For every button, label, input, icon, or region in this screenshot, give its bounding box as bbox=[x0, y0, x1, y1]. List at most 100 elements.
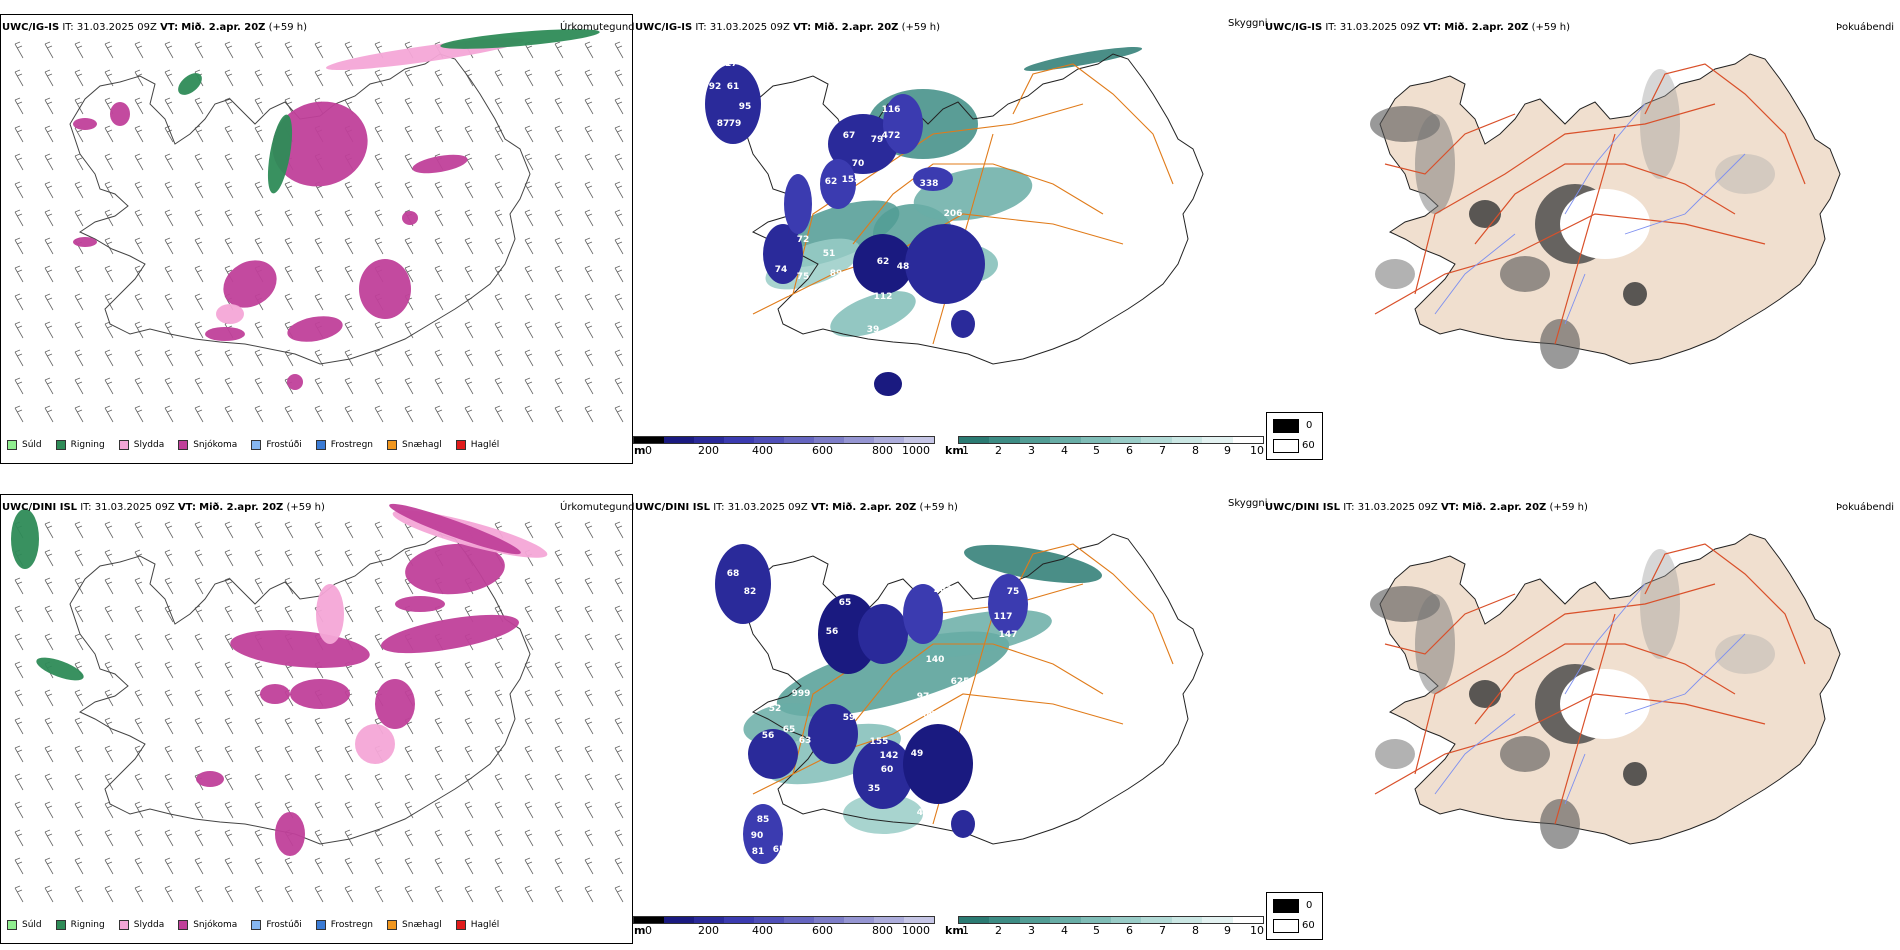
vis-tick: 4 bbox=[1061, 924, 1068, 937]
scale-segment bbox=[1141, 917, 1172, 923]
wind-barb bbox=[194, 829, 204, 847]
visibility-area bbox=[964, 544, 1102, 584]
fog-area bbox=[1640, 69, 1680, 179]
scale-segment bbox=[634, 437, 664, 443]
wind-barb bbox=[14, 857, 24, 875]
wind-barb bbox=[584, 549, 594, 567]
wind-barb bbox=[614, 377, 624, 395]
wind-barb bbox=[314, 745, 324, 763]
ceiling-label: 51 bbox=[823, 249, 836, 259]
wind-barb bbox=[344, 69, 354, 87]
wind-barb bbox=[344, 237, 354, 255]
cloud-ceiling-map-bottom: 75 68 82 54 63 107 52 65 56 63 59 155 142 60 49 35 140 97… bbox=[633, 494, 1265, 914]
wind-barb bbox=[614, 405, 624, 423]
wind-barb bbox=[494, 773, 504, 791]
ceiling-label: 90 bbox=[751, 831, 764, 841]
ceiling-label: 71 bbox=[777, 289, 790, 299]
wind-barb bbox=[434, 801, 444, 819]
vis-tick: 9 bbox=[1224, 444, 1231, 457]
ceiling-tick: 1000 bbox=[902, 444, 930, 457]
wind-barb bbox=[224, 181, 234, 199]
wind-barb bbox=[464, 265, 474, 283]
ceiling-label: 65 bbox=[839, 598, 852, 608]
ceiling-area bbox=[784, 174, 812, 234]
visibility-unit-top: km bbox=[945, 444, 964, 457]
wind-barb bbox=[224, 349, 234, 367]
ceiling-label: 48 bbox=[897, 262, 910, 272]
ceiling-label: 11 bbox=[825, 385, 838, 395]
wind-barb bbox=[254, 745, 264, 763]
wind-barb bbox=[284, 745, 294, 763]
legend-item: Snæhagl bbox=[387, 440, 442, 450]
fog-key-black bbox=[1273, 419, 1299, 433]
wind-barb bbox=[44, 41, 54, 59]
legend-swatch bbox=[118, 440, 129, 450]
wind-barb bbox=[194, 857, 204, 875]
wind-barb bbox=[404, 321, 414, 339]
precip-area bbox=[359, 259, 411, 319]
wind-barb bbox=[44, 69, 54, 87]
wind-barb bbox=[494, 829, 504, 847]
vis-tick: 5 bbox=[1093, 924, 1100, 937]
wind-barb bbox=[374, 181, 384, 199]
wind-barb bbox=[614, 153, 624, 171]
visibility-area bbox=[1023, 47, 1143, 71]
wind-barb bbox=[494, 69, 504, 87]
ceiling-tick: 600 bbox=[812, 444, 833, 457]
wind-barb bbox=[464, 885, 474, 903]
fog-area bbox=[1640, 549, 1680, 659]
wind-barb bbox=[314, 377, 324, 395]
wind-barb bbox=[14, 321, 24, 339]
scale-segment bbox=[1080, 437, 1112, 443]
ceiling-label: 54 bbox=[721, 649, 734, 659]
scale-segment bbox=[1171, 437, 1203, 443]
wind-barb bbox=[134, 97, 144, 115]
wind-barb bbox=[404, 181, 414, 199]
wind-barb bbox=[524, 209, 534, 227]
wind-barb bbox=[134, 801, 144, 819]
scale-segment bbox=[989, 917, 1020, 923]
wind-barb bbox=[614, 745, 624, 763]
wind-barb bbox=[44, 237, 54, 255]
wind-barb bbox=[134, 549, 144, 567]
wind-barb bbox=[194, 717, 204, 735]
road bbox=[1012, 63, 1174, 185]
wind-barb bbox=[104, 885, 114, 903]
wind-barb bbox=[284, 265, 294, 283]
wind-barb bbox=[434, 857, 444, 875]
ceiling-label: 140 bbox=[926, 655, 945, 665]
wind-barb bbox=[164, 521, 174, 539]
wind-barb bbox=[14, 181, 24, 199]
wind-barb bbox=[614, 801, 624, 819]
legend-swatch bbox=[387, 440, 398, 450]
wind-barb bbox=[554, 41, 564, 59]
wind-barb bbox=[254, 405, 264, 423]
precip-area bbox=[402, 211, 418, 225]
wind-barb bbox=[434, 377, 444, 395]
wind-barb bbox=[164, 181, 174, 199]
scale-segment bbox=[634, 917, 664, 923]
wind-barb bbox=[224, 577, 234, 595]
wind-barb bbox=[584, 293, 594, 311]
ceiling-area bbox=[743, 804, 783, 864]
wind-barb bbox=[434, 689, 444, 707]
wind-barb bbox=[134, 885, 144, 903]
scale-segment bbox=[844, 917, 874, 923]
cloud-title-bottom: Skyggni bbox=[1228, 498, 1268, 509]
ceiling-label: 52 bbox=[769, 704, 782, 714]
wind-barb bbox=[134, 605, 144, 623]
fog-area bbox=[1560, 189, 1650, 259]
ceiling-label: 85 bbox=[757, 815, 770, 825]
wind-barbs bbox=[14, 521, 624, 903]
wind-barb bbox=[614, 605, 624, 623]
fog-shading bbox=[1370, 549, 1775, 849]
ceiling-area bbox=[903, 724, 973, 804]
precip-title-top: Úrkomutegund bbox=[560, 22, 635, 33]
wind-barb bbox=[614, 41, 624, 59]
wind-barb bbox=[464, 717, 474, 735]
wind-barb bbox=[614, 349, 624, 367]
wind-barb bbox=[344, 521, 354, 539]
scale-segment bbox=[904, 917, 934, 923]
wind-barb bbox=[104, 181, 114, 199]
wind-barb bbox=[524, 377, 534, 395]
